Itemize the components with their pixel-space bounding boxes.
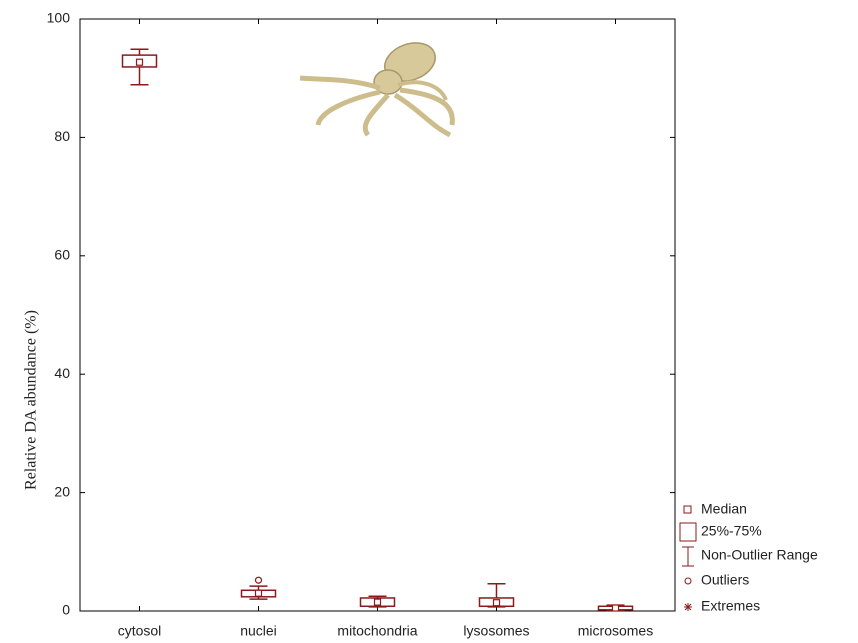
x-tick-label: nuclei [240, 623, 277, 639]
box [121, 54, 158, 68]
y-tick-label: 80 [54, 128, 70, 144]
y-tick-label: 40 [54, 365, 70, 381]
legend-label: Extremes [701, 598, 760, 614]
x-tick-label: cytosol [118, 623, 162, 639]
outlier [254, 576, 263, 584]
octopus-illustration [299, 42, 455, 138]
legend-label: Non-Outlier Range [701, 547, 818, 563]
y-tick-label: 20 [54, 483, 70, 499]
legend-median-symbol [683, 505, 692, 514]
y-tick-label: 0 [62, 602, 70, 618]
median-marker [611, 604, 620, 612]
legend-box-symbol [679, 522, 697, 542]
median-marker [254, 589, 263, 597]
box [359, 597, 396, 608]
legend-label: 25%-75% [701, 523, 762, 539]
legend-outlier-symbol [684, 577, 692, 585]
median-marker [373, 598, 382, 606]
legend-extreme-symbol [684, 603, 692, 611]
x-tick-label: microsomes [578, 623, 653, 639]
x-tick-label: mitochondria [337, 623, 417, 639]
y-axis-label: Relative DA abundance (%) [23, 310, 40, 490]
y-tick-label: 60 [54, 247, 70, 263]
median-marker [492, 599, 501, 607]
legend-whisker-symbol [682, 546, 694, 567]
median-marker [135, 58, 144, 66]
legend-label: Outliers [701, 572, 749, 588]
x-tick-label: lysosomes [463, 623, 529, 639]
y-tick-label: 100 [47, 10, 71, 26]
legend-label: Median [701, 501, 747, 517]
legend [679, 505, 697, 611]
